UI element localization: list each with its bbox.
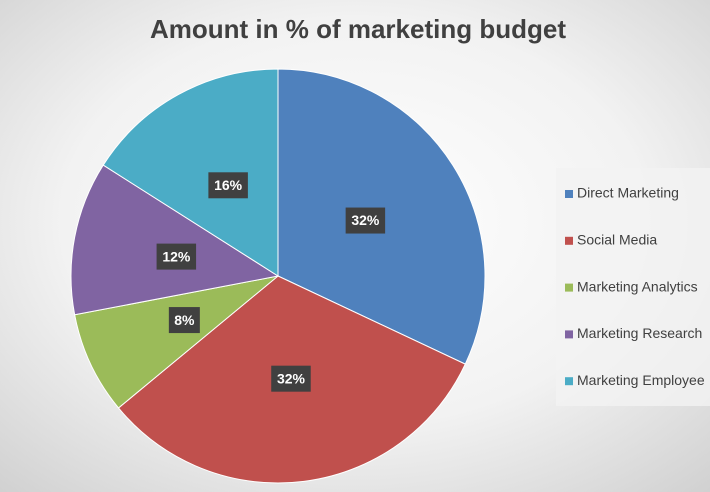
legend-swatch — [565, 330, 573, 339]
legend-swatch — [565, 283, 573, 292]
legend-panel — [556, 168, 710, 406]
data-label-box — [345, 207, 386, 234]
data-label-box — [168, 307, 200, 334]
pie — [70, 68, 486, 484]
pie-slice — [102, 68, 279, 277]
legend-label: Direct Marketing — [577, 185, 679, 201]
data-label: 8% — [174, 312, 195, 328]
data-label: 12% — [162, 248, 191, 264]
data-label: 16% — [214, 177, 243, 193]
data-label-box — [208, 172, 248, 199]
data-labels: 32% 32% 8% 12% 16% — [156, 172, 386, 392]
chart-title: Amount in % of marketing budget — [150, 14, 566, 44]
legend-swatch — [565, 190, 573, 198]
legend-swatch — [565, 236, 573, 245]
legend-label: Marketing Employee — [577, 372, 705, 388]
legend: Direct Marketing Social Media Marketing An… — [565, 185, 705, 388]
data-label-box — [271, 365, 311, 392]
legend-label: Marketing Research — [577, 325, 702, 341]
data-label: 32% — [351, 212, 380, 228]
data-label-box — [156, 243, 197, 270]
legend-label: Social Media — [577, 232, 657, 248]
pie-slice — [70, 164, 280, 316]
data-label: 32% — [277, 370, 306, 386]
legend-swatch — [565, 377, 573, 386]
legend-label: Marketing Analytics — [577, 278, 698, 294]
pie-slice — [74, 275, 279, 409]
